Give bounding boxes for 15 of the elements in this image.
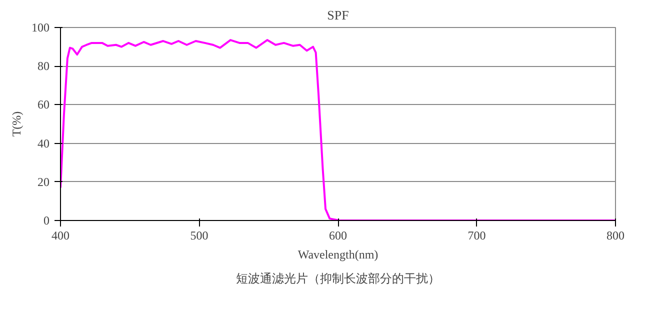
x-tick-label: 600	[329, 228, 347, 242]
text: 短波通滤光片（抑制长波部分的干扰）	[236, 272, 440, 286]
y-tick-label: 60	[38, 98, 50, 112]
x-tick-label: 400	[52, 228, 70, 242]
y-tick-label: 80	[38, 59, 50, 74]
y-tick-label: 20	[38, 174, 50, 189]
y-tick-label: 100	[32, 20, 50, 34]
x-tick-label: 700	[468, 228, 486, 242]
y-tick-label: 0	[44, 214, 50, 228]
x-tick-label: 500	[190, 228, 208, 242]
y-axis-title: T(%)	[10, 111, 24, 137]
x-tick-label: 800	[606, 228, 624, 242]
chart-title: SPF	[327, 8, 349, 22]
x-axis-title: Wavelength(nm)	[298, 248, 378, 262]
y-tick-label: 40	[38, 136, 50, 150]
